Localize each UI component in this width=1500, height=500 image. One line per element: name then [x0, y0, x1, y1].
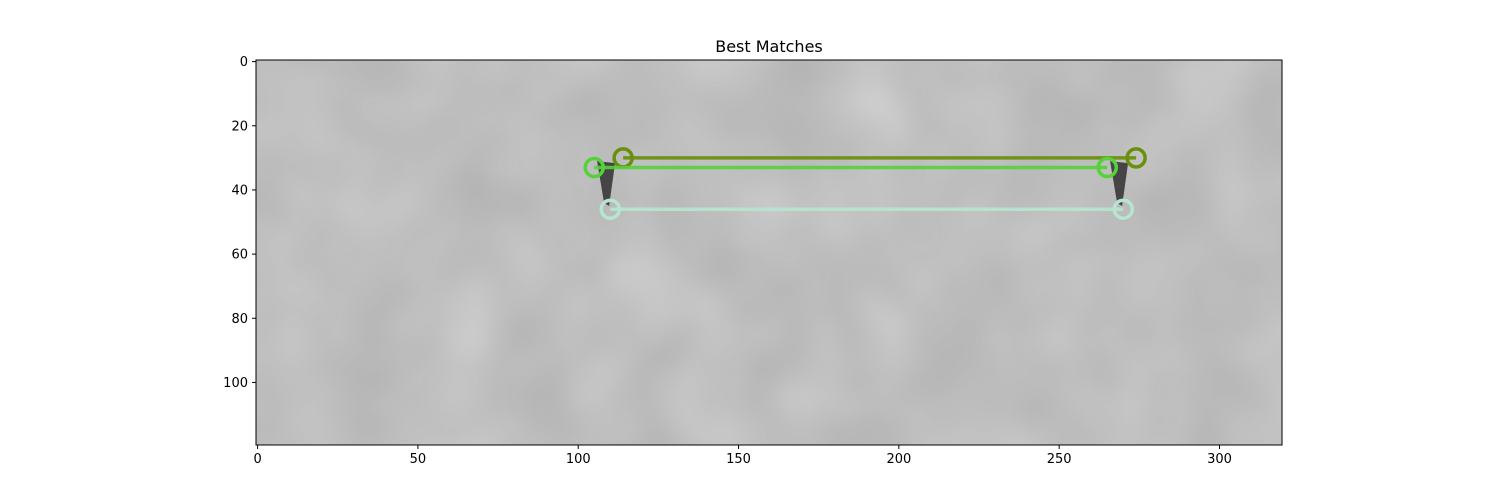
match-keypoint-right-2: [1112, 198, 1135, 220]
match-keypoint-right-0: [1125, 147, 1147, 169]
x-tick-label-300: 300: [1207, 452, 1232, 467]
match-keypoint-left-2: [599, 198, 622, 220]
y-tick-label-20: 20: [231, 119, 248, 134]
x-tick-label-50: 50: [410, 452, 427, 467]
match-keypoint-right-1: [1096, 156, 1119, 179]
left-image-texture: [256, 60, 769, 445]
plot-frame: [255, 59, 1283, 446]
y-tick-label-100: 100: [223, 376, 248, 391]
x-tick-label-200: 200: [886, 452, 911, 467]
right-image-texture: [769, 60, 1282, 445]
chart-title: Best Matches: [715, 37, 823, 56]
x-axis: 0 50 100 150 200 250 300: [253, 445, 1232, 467]
y-tick-label-40: 40: [231, 183, 248, 198]
match-keypoint-left-1: [583, 156, 606, 179]
y-tick-label-80: 80: [231, 312, 248, 327]
y-tick-label-60: 60: [231, 248, 248, 263]
x-tick-label-100: 100: [566, 452, 591, 467]
x-tick-label-250: 250: [1047, 452, 1072, 467]
y-axis: 0 20 40 60 80 100: [223, 55, 256, 391]
x-tick-label-150: 150: [726, 452, 751, 467]
image-area: [256, 60, 1282, 445]
y-tick-label-0: 0: [240, 55, 248, 70]
x-tick-label-0: 0: [253, 452, 261, 467]
